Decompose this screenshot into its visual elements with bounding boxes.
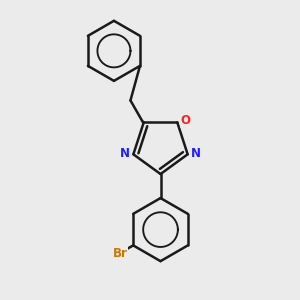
Text: N: N bbox=[120, 147, 130, 160]
Text: N: N bbox=[191, 147, 201, 160]
Text: Br: Br bbox=[112, 247, 128, 260]
Text: O: O bbox=[181, 114, 191, 128]
